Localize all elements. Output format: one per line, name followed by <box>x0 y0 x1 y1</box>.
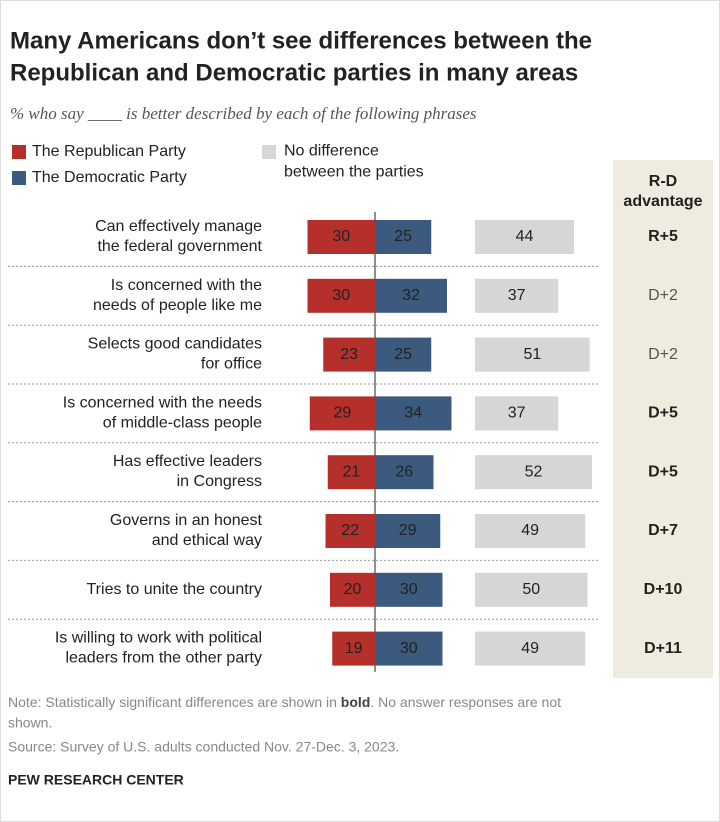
legend-swatch <box>12 171 26 185</box>
bar-label: 49 <box>521 522 539 539</box>
legend-label: The Democratic Party <box>32 169 187 186</box>
bar <box>309 396 375 431</box>
category-label: Can effectively manage the federal govern… <box>95 218 262 255</box>
bar-label: 23 <box>340 346 358 363</box>
credit: PEW RESEARCH CENTER <box>8 772 184 788</box>
legend-swatch <box>262 145 276 159</box>
legend-swatch <box>12 145 26 159</box>
bar-label: 50 <box>522 581 540 598</box>
bar-label: 20 <box>344 581 362 598</box>
bar-label: 49 <box>521 640 539 657</box>
advantage-title: R-D advantage <box>623 173 702 210</box>
bar-label: 29 <box>399 522 417 539</box>
bar <box>475 455 592 490</box>
note-text: Note: Statistically significant differen… <box>8 694 341 710</box>
bar <box>375 337 432 372</box>
bar-label: 30 <box>332 228 350 245</box>
bar-label: 29 <box>333 405 351 422</box>
bar-label: 37 <box>508 287 526 304</box>
bar-label: 51 <box>523 346 541 363</box>
bar-label: 19 <box>345 640 363 657</box>
bar-label: 25 <box>394 228 412 245</box>
advantage-column <box>613 160 713 678</box>
bar <box>307 220 375 254</box>
category-label: Has effective leaders in Congress <box>113 453 262 490</box>
bar-label: 32 <box>402 287 420 304</box>
bar <box>325 514 375 548</box>
bar <box>475 572 588 607</box>
advantage-label: D+11 <box>644 640 682 657</box>
subtitle: % who say ____ is better described by ea… <box>10 104 477 123</box>
bar <box>327 455 375 490</box>
bar <box>475 278 559 313</box>
bar <box>332 631 375 666</box>
bar <box>475 337 590 372</box>
bar-label: 34 <box>404 405 422 422</box>
note-text: . No answer responses are not <box>370 694 561 710</box>
bar <box>475 514 586 548</box>
bar <box>323 337 375 372</box>
bar <box>375 514 441 548</box>
bar <box>375 396 452 431</box>
bar-label: 52 <box>525 463 543 480</box>
note-bold: bold <box>341 694 371 710</box>
source: Source: Survey of U.S. adults conducted … <box>8 739 399 755</box>
note: shown. <box>8 715 52 731</box>
bar <box>375 220 432 254</box>
category-label: Is concerned with the needs of people lik… <box>93 277 262 314</box>
bar-label: 30 <box>400 640 418 657</box>
bar <box>375 455 434 490</box>
note: Note: Statistically significant differen… <box>8 694 561 710</box>
bar-label: 30 <box>400 581 418 598</box>
category-label: Tries to unite the country <box>87 581 263 598</box>
bar-label: 37 <box>508 405 526 422</box>
category-label: Is willing to work with political leaders… <box>55 630 262 667</box>
category-label: Governs in an honest and ethical way <box>110 512 263 549</box>
advantage-label: D+7 <box>648 522 678 539</box>
advantage-label: R+5 <box>648 228 678 245</box>
bar-label: 21 <box>342 463 360 480</box>
advantage-label: D+2 <box>648 346 678 363</box>
bar <box>475 396 559 431</box>
chart-title: Many Americans don’t see differences bet… <box>10 27 592 54</box>
bar-label: 26 <box>395 463 413 480</box>
bar <box>307 278 375 313</box>
bar-label: 44 <box>516 228 534 245</box>
advantage-label: D+5 <box>648 405 678 422</box>
bar <box>375 631 443 666</box>
bar <box>375 278 447 313</box>
bar <box>330 572 375 607</box>
bar <box>475 631 586 666</box>
legend-label: No difference between the parties <box>284 143 424 181</box>
bar-label: 25 <box>394 346 412 363</box>
bar <box>375 572 443 607</box>
category-label: Is concerned with the needs of middle-cla… <box>63 395 262 432</box>
advantage-label: D+10 <box>644 581 683 598</box>
chart-title: Republican and Democratic parties in man… <box>10 59 578 86</box>
bar-label: 30 <box>332 287 350 304</box>
bar <box>475 220 574 254</box>
advantage-label: D+5 <box>648 463 678 480</box>
category-label: Selects good candidates for office <box>88 336 262 373</box>
advantage-label: D+2 <box>648 287 678 304</box>
legend-label: The Republican Party <box>32 143 186 160</box>
bar-label: 22 <box>341 522 359 539</box>
